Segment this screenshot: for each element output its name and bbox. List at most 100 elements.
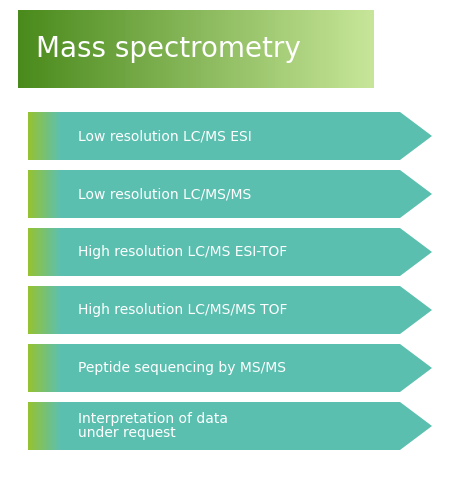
Bar [234, 10, 238, 88]
Bar [36, 286, 37, 334]
Bar [58, 228, 59, 276]
Bar [47, 228, 49, 276]
Bar [33, 286, 35, 334]
Bar [154, 10, 157, 88]
Bar [41, 228, 43, 276]
Bar [237, 10, 240, 88]
Bar [52, 402, 54, 450]
Bar [31, 170, 32, 218]
Bar [112, 10, 116, 88]
Bar [65, 10, 69, 88]
Bar [37, 228, 39, 276]
Bar [36, 112, 37, 160]
Bar [130, 10, 134, 88]
Bar [266, 10, 270, 88]
Bar [34, 286, 36, 334]
Bar [334, 10, 338, 88]
Polygon shape [400, 344, 432, 392]
Polygon shape [400, 228, 432, 276]
Bar [358, 10, 362, 88]
Bar [58, 112, 60, 160]
Bar [60, 170, 400, 218]
Bar [34, 228, 36, 276]
Bar [50, 170, 52, 218]
Bar [122, 10, 125, 88]
Bar [125, 10, 128, 88]
Bar [43, 402, 45, 450]
Bar [216, 10, 220, 88]
Bar [29, 170, 31, 218]
Bar [89, 10, 92, 88]
Bar [50, 228, 52, 276]
Bar [240, 10, 243, 88]
Bar [101, 10, 104, 88]
Text: Mass spectrometry: Mass spectrometry [36, 35, 301, 63]
Bar [28, 112, 30, 160]
Bar [207, 10, 211, 88]
Bar [320, 10, 323, 88]
Bar [287, 10, 291, 88]
Bar [231, 10, 234, 88]
Bar [49, 344, 50, 392]
Bar [32, 112, 34, 160]
Bar [50, 112, 52, 160]
Bar [136, 10, 140, 88]
Bar [41, 344, 43, 392]
Bar [98, 10, 101, 88]
Bar [83, 10, 86, 88]
Bar [51, 170, 53, 218]
Bar [45, 344, 46, 392]
Bar [28, 228, 30, 276]
Bar [299, 10, 302, 88]
Bar [160, 10, 163, 88]
Bar [43, 344, 45, 392]
Bar [163, 10, 166, 88]
Bar [33, 112, 35, 160]
Bar [148, 10, 152, 88]
Bar [32, 286, 34, 334]
Bar [58, 228, 60, 276]
Bar [36, 10, 39, 88]
Bar [43, 286, 45, 334]
Bar [31, 112, 32, 160]
Bar [37, 286, 39, 334]
Bar [18, 10, 22, 88]
Bar [187, 10, 190, 88]
Bar [51, 112, 53, 160]
Bar [58, 344, 60, 392]
Bar [42, 402, 44, 450]
Bar [48, 10, 51, 88]
Bar [36, 228, 37, 276]
Bar [270, 10, 273, 88]
Bar [38, 286, 40, 334]
Bar [204, 10, 208, 88]
Bar [55, 112, 57, 160]
Bar [32, 228, 34, 276]
Bar [145, 10, 148, 88]
Bar [55, 402, 57, 450]
Bar [60, 112, 400, 160]
Bar [45, 112, 46, 160]
Bar [45, 228, 46, 276]
Bar [34, 402, 36, 450]
Bar [193, 10, 196, 88]
Bar [58, 112, 59, 160]
Bar [49, 228, 50, 276]
Bar [104, 10, 107, 88]
Bar [119, 10, 122, 88]
Bar [142, 10, 146, 88]
Bar [46, 344, 48, 392]
Bar [332, 10, 335, 88]
Bar [54, 170, 55, 218]
Bar [110, 10, 113, 88]
Bar [56, 170, 58, 218]
Bar [272, 10, 276, 88]
Bar [60, 286, 400, 334]
Bar [59, 10, 63, 88]
Bar [21, 10, 24, 88]
Bar [41, 286, 43, 334]
Bar [42, 344, 44, 392]
Text: under request: under request [78, 426, 176, 440]
Bar [293, 10, 297, 88]
Bar [346, 10, 350, 88]
